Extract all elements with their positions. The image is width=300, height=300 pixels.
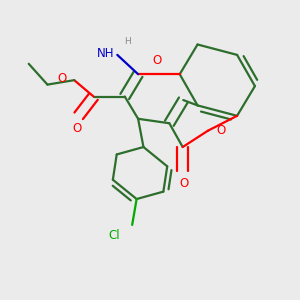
Text: O: O (58, 72, 67, 85)
Text: O: O (73, 122, 82, 135)
Text: NH: NH (97, 47, 114, 60)
Text: Cl: Cl (109, 230, 120, 242)
Text: O: O (180, 177, 189, 190)
Text: H: H (124, 37, 131, 46)
Text: O: O (216, 124, 226, 137)
Text: O: O (153, 54, 162, 67)
